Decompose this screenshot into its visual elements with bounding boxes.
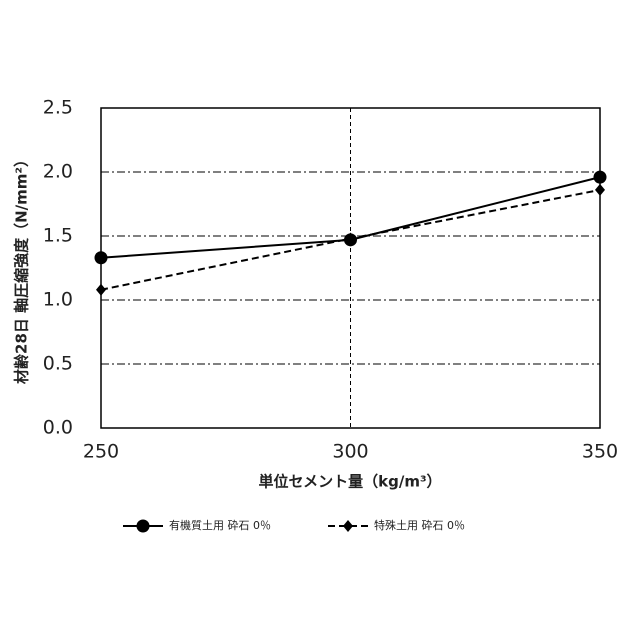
y-tick-label: 2.5 [43,97,73,119]
y-tick-label: 0.5 [43,353,73,375]
point [595,184,605,196]
x-tick-label: 300 [332,441,368,463]
point [96,284,106,296]
legend-marker [137,520,150,533]
x-tick-label: 250 [83,441,119,463]
y-tick-label: 2.0 [43,161,73,183]
y-tick-label: 1.5 [43,225,73,247]
point [594,171,607,184]
y-tick-label: 1.0 [43,289,73,311]
y-tick-label: 0.0 [43,417,73,439]
legend-label: 特殊土用 砕石 0％ [374,518,465,532]
chart: 単位セメント量（kg/m³） 材齢28日 軸圧縮強度（N/mm²） 0.0 0.5… [0,0,640,640]
legend-label: 有機質土用 砕石 0％ [169,518,271,532]
x-axis-title: 単位セメント量（kg/m³） [258,473,441,491]
plot-border [101,108,600,428]
y-axis-title: 材齢28日 軸圧縮強度（N/mm²） [13,152,31,384]
legend-marker [343,520,353,532]
x-tick-label: 350 [582,441,618,463]
point [95,251,108,264]
